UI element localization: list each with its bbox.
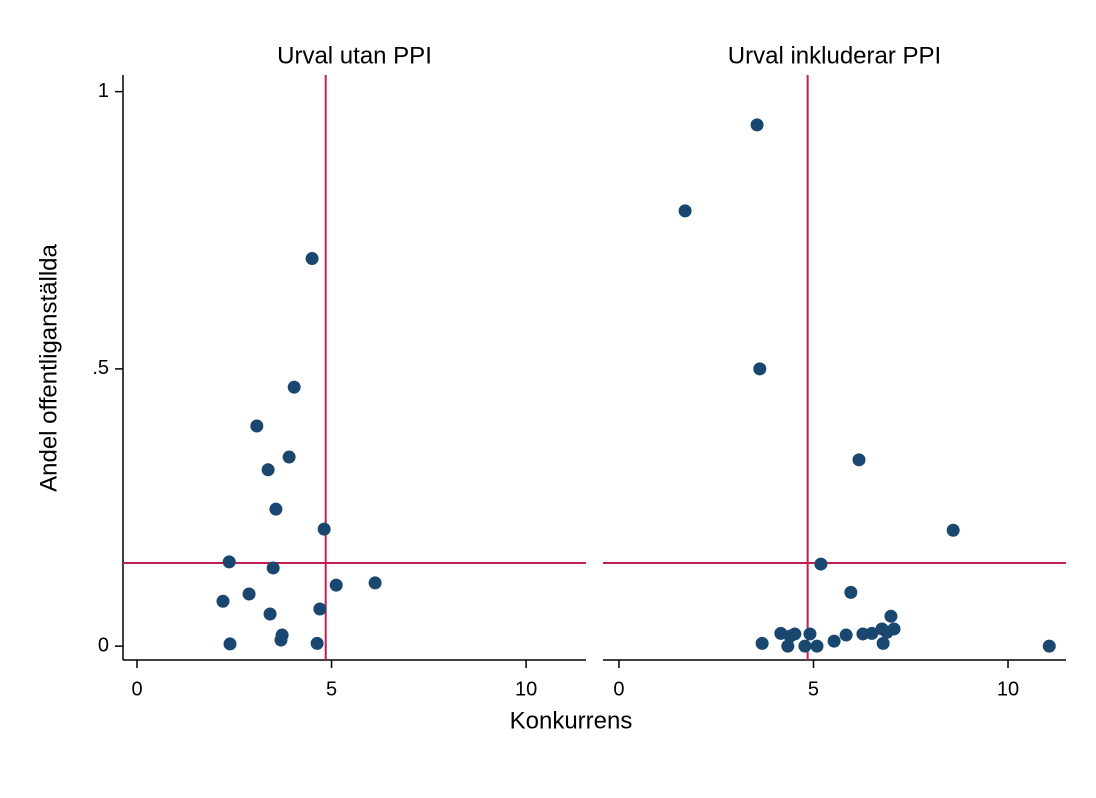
point: [242, 587, 256, 601]
x-tick-label: 5: [808, 678, 819, 700]
point: [310, 636, 324, 650]
point: [827, 634, 841, 648]
point: [788, 627, 802, 641]
point: [755, 636, 769, 650]
point: [368, 576, 382, 590]
x-tick-label: 5: [326, 678, 337, 700]
point: [844, 585, 858, 599]
point: [287, 380, 301, 394]
point: [305, 252, 319, 266]
point: [803, 627, 817, 641]
point: [750, 118, 764, 132]
point: [887, 622, 901, 636]
point: [223, 637, 237, 651]
point: [839, 628, 853, 642]
point: [814, 557, 828, 571]
point: [222, 555, 236, 569]
point: [329, 578, 343, 592]
point: [313, 602, 327, 616]
y-tick-label: .5: [92, 357, 109, 379]
x-tick-label: 10: [515, 678, 537, 700]
panel-title: Urval inkluderar PPI: [728, 42, 941, 69]
y-tick-label: 0: [98, 634, 109, 656]
point: [876, 636, 890, 650]
point: [274, 633, 288, 647]
point: [852, 453, 866, 467]
point: [946, 523, 960, 537]
point: [216, 594, 230, 608]
y-tick-label: 1: [98, 80, 109, 102]
point: [266, 561, 280, 575]
x-tick-label: 0: [131, 678, 142, 700]
x-axis-label: Konkurrens: [510, 707, 633, 734]
point: [250, 419, 264, 433]
point: [678, 204, 692, 218]
point: [1042, 639, 1056, 653]
point: [798, 639, 812, 653]
panel-title: Urval utan PPI: [277, 42, 432, 69]
point: [810, 639, 824, 653]
point: [753, 362, 767, 376]
point: [317, 522, 331, 536]
y-axis-label: Andel offentliganställda: [35, 243, 62, 491]
point: [884, 609, 898, 623]
point: [261, 463, 275, 477]
point: [781, 639, 795, 653]
point: [263, 607, 277, 621]
x-tick-label: 10: [997, 678, 1019, 700]
point: [269, 502, 283, 516]
x-tick-label: 0: [613, 678, 624, 700]
point: [865, 626, 879, 640]
point: [282, 450, 296, 464]
